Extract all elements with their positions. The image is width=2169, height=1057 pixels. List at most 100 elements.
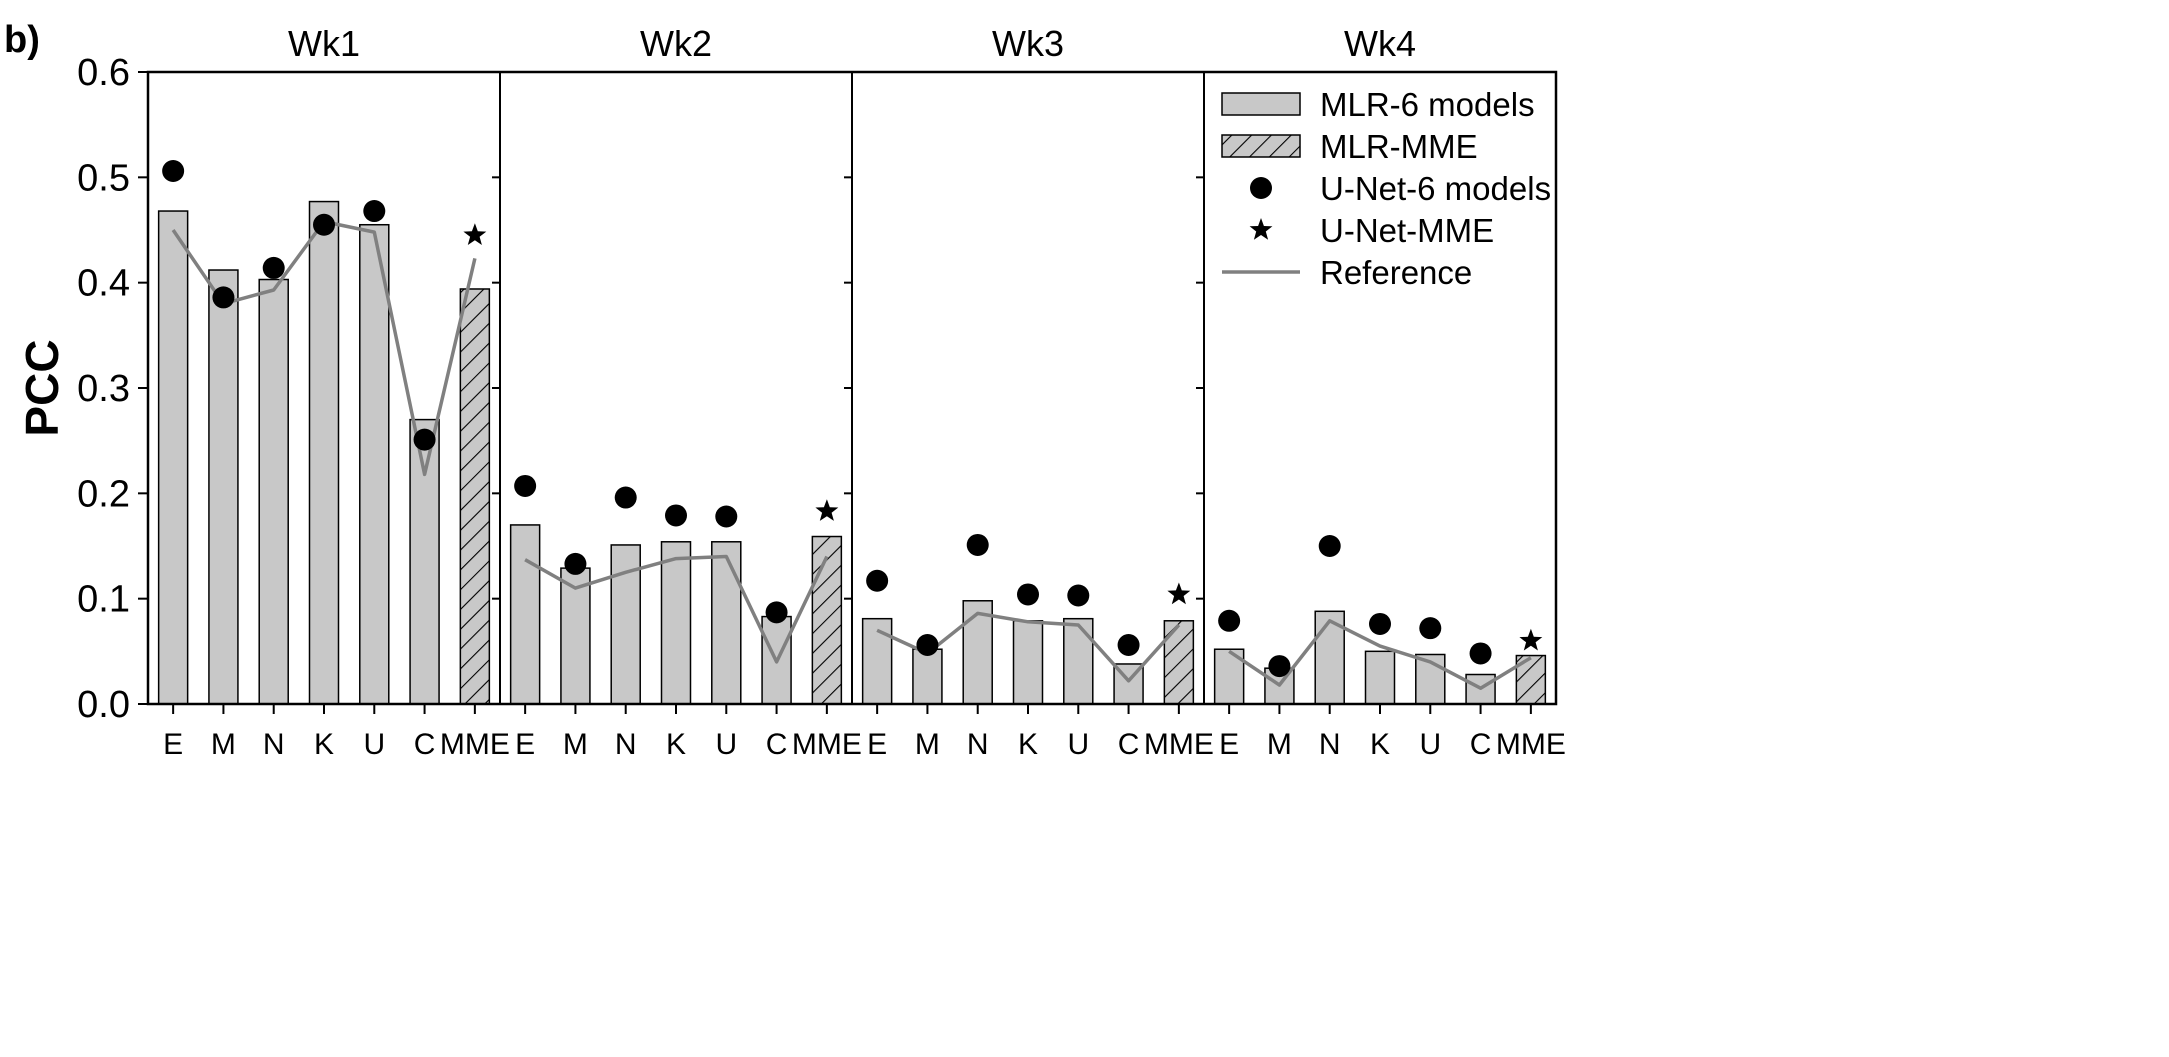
x-tick-label: C <box>766 728 788 761</box>
x-tick-label: N <box>967 728 989 761</box>
unet-dot <box>966 533 989 556</box>
legend-label: MLR-MME <box>1320 128 1478 165</box>
plot-frame <box>146 70 1558 706</box>
unet-dot <box>1218 609 1241 632</box>
mlr-bar <box>359 223 390 705</box>
x-tick-label: N <box>263 728 285 761</box>
legend-label: MLR-6 models <box>1320 86 1535 123</box>
panel-wk1: Wk1 E M N K U C MME <box>157 23 510 761</box>
mlr-mme-bar <box>459 288 491 705</box>
unet-dot <box>916 634 939 657</box>
y-tick-label: 0.3 <box>77 368 130 410</box>
x-tick-label: M <box>915 728 940 761</box>
unet-dot <box>765 601 788 624</box>
mlr-bar <box>912 648 943 705</box>
panel-wk4: Wk4 E M N K U C MME <box>1213 23 1566 761</box>
panel-wk3: Wk3 E M N K U C MME <box>861 23 1214 761</box>
mlr-bar <box>157 210 189 705</box>
mlr-bar <box>308 200 340 705</box>
unet-dot <box>564 552 587 575</box>
x-tick-label: U <box>1067 728 1089 761</box>
panel-title: Wk4 <box>1344 23 1416 64</box>
legend-item-ref: Reference <box>1222 254 1472 291</box>
x-tick-label: U <box>715 728 737 761</box>
unet-dot <box>1268 655 1291 678</box>
legend-label: U-Net-6 models <box>1320 170 1551 207</box>
reference-line <box>524 554 829 664</box>
mlr-bar <box>660 541 692 705</box>
x-tick-label: K <box>1018 728 1038 761</box>
unet-dot <box>363 200 386 223</box>
unet-dot <box>715 505 738 528</box>
legend-label: U-Net-MME <box>1320 212 1494 249</box>
x-tick-label: M <box>211 728 236 761</box>
legend-item-unetmme: U-Net-MME <box>1249 212 1494 249</box>
x-tick-label: C <box>1470 728 1492 761</box>
x-tick-label: E <box>163 728 183 761</box>
unet-dot <box>1318 535 1341 557</box>
x-tick-label: MME <box>792 728 862 761</box>
legend-swatch-dot <box>1250 177 1272 199</box>
mlr-bar <box>1364 650 1396 705</box>
legend: MLR-6 models MLR-MME U-Net-6 models U-Net-M… <box>1221 86 1551 291</box>
y-tick-label: 0.2 <box>77 473 130 515</box>
unet-dot <box>1017 583 1039 606</box>
x-tick-label: MME <box>1496 728 1566 761</box>
x-tick-label: E <box>867 728 887 761</box>
unet-mme-star <box>463 223 487 245</box>
x-tick-label: C <box>1118 728 1140 761</box>
mlr-mme-bar <box>811 535 843 705</box>
panel-title: Wk3 <box>992 23 1064 64</box>
legend-item-unet6: U-Net-6 models <box>1250 170 1551 207</box>
unet-mme-star <box>815 499 839 521</box>
mlr-bar <box>258 278 289 705</box>
unet-mme-star <box>1167 582 1191 605</box>
y-tick-label: 0.0 <box>77 684 130 726</box>
x-tick-label: M <box>563 728 588 761</box>
mlr-bar <box>962 600 993 705</box>
y-tick-label: 0.6 <box>77 52 130 94</box>
legend-swatch-bar <box>1221 92 1301 116</box>
x-tick-label: N <box>1319 728 1341 761</box>
unet-dot <box>866 569 889 592</box>
mlr-bar <box>1063 617 1094 705</box>
unet-mme-star <box>1519 628 1543 651</box>
x-tick-label: MME <box>1144 728 1214 761</box>
y-axis-label: PCC <box>16 339 68 436</box>
mlr-bar <box>1012 620 1044 705</box>
x-tick-label: MME <box>440 728 510 761</box>
panel-title: Wk1 <box>288 23 360 64</box>
x-tick-label: U <box>1419 728 1441 761</box>
unet-dot <box>614 486 637 509</box>
panel-label: b) <box>4 19 40 61</box>
unet-dot <box>1469 642 1492 665</box>
unet-dot <box>162 160 185 183</box>
legend-swatch-hatched-bar <box>1221 134 1301 158</box>
unet-dot <box>1067 584 1090 607</box>
unet-dot <box>413 428 436 451</box>
x-tick-label: K <box>666 728 686 761</box>
mlr-bar <box>509 524 541 705</box>
y-tick-label: 0.4 <box>77 263 130 305</box>
legend-item-mlr6: MLR-6 models <box>1221 86 1535 123</box>
x-tick-label: E <box>515 728 535 761</box>
x-tick-label: U <box>363 728 385 761</box>
x-tick-label: E <box>1219 728 1239 761</box>
unet-dot <box>514 474 537 497</box>
unet-dot <box>1369 612 1391 635</box>
mlr-bar <box>711 541 742 705</box>
unet-dot <box>313 213 335 236</box>
reference-line <box>1228 619 1532 690</box>
unet-dot <box>1419 617 1442 640</box>
x-tick-label: K <box>314 728 334 761</box>
mlr-mme-bar <box>1163 620 1195 705</box>
y-tick-label: 0.5 <box>77 157 130 199</box>
legend-swatch-star <box>1249 218 1273 240</box>
panel-title: Wk2 <box>640 23 712 64</box>
panel-wk2: Wk2 E M N K U C MME <box>509 23 862 761</box>
legend-label: Reference <box>1320 254 1472 291</box>
x-tick-label: K <box>1370 728 1390 761</box>
